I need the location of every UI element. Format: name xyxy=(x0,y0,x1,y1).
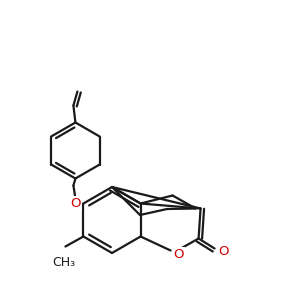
Text: O: O xyxy=(218,245,229,258)
Text: O: O xyxy=(173,248,184,261)
Text: CH₃: CH₃ xyxy=(52,256,75,268)
Text: O: O xyxy=(70,197,81,210)
